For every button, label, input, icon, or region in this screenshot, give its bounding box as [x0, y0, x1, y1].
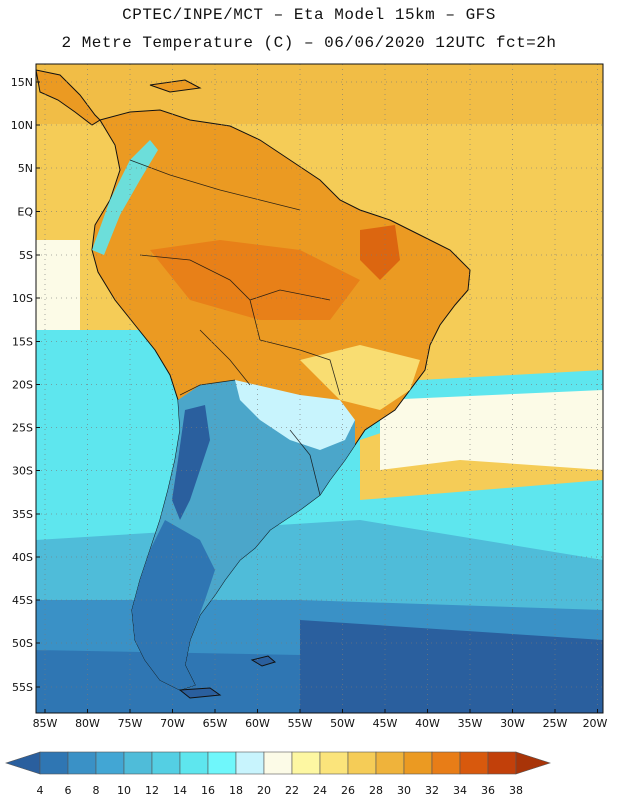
caribbean-island [149, 79, 202, 93]
legend-swatch [403, 751, 433, 775]
legend-arrow-high [515, 751, 551, 775]
lon-label: 55W [288, 717, 313, 730]
legend-swatches [5, 751, 551, 775]
lon-label: 60W [245, 717, 270, 730]
lon-label: 70W [160, 717, 185, 730]
legend-value: 38 [509, 784, 523, 797]
legend-value: 14 [173, 784, 187, 797]
legend-value: 6 [65, 784, 72, 797]
lat-label: 50S [12, 637, 33, 650]
land-south-brazil-light [235, 380, 355, 450]
lat-ticks [36, 81, 40, 688]
andes-cold [172, 405, 210, 520]
lon-label: 20W [583, 717, 608, 730]
lon-label: 80W [75, 717, 100, 730]
legend-labels: 4 6 8 10 12 14 16 18 20 22 24 26 28 30 32 34 36 38 [37, 784, 524, 797]
legend-swatch [235, 751, 265, 775]
legend-value: 8 [93, 784, 100, 797]
legend-swatch [263, 751, 293, 775]
lon-label: 65W [203, 717, 228, 730]
lat-labels: 15N 10N 5N EQ 5S 10S 15S 20S 25S 30S 35S… [11, 76, 34, 694]
lat-label: 15S [12, 336, 33, 349]
legend-swatch [291, 751, 321, 775]
legend-swatch [67, 751, 97, 775]
legend-swatch [375, 751, 405, 775]
legend-swatch [207, 751, 237, 775]
graticule [36, 64, 603, 713]
legend-value: 20 [257, 784, 271, 797]
lon-label: 25W [543, 717, 568, 730]
legend-swatch [431, 751, 461, 775]
lat-label: 55S [12, 681, 33, 694]
legend-swatch [123, 751, 153, 775]
country-borders [129, 159, 341, 496]
legend-value: 22 [285, 784, 299, 797]
legend-value: 18 [229, 784, 243, 797]
lon-label: 85W [33, 717, 58, 730]
legend-value: 30 [397, 784, 411, 797]
lat-label: 30S [12, 465, 33, 478]
falkland-islands [250, 655, 277, 667]
central-america [36, 69, 101, 126]
lon-labels: 85W 80W 75W 70W 65W 60W 55W 50W 45W 40W … [33, 717, 608, 730]
lat-label: 35S [12, 508, 33, 521]
lon-label: 75W [118, 717, 143, 730]
chart-title-line1: CPTEC/INPE/MCT – Eta Model 15km – GFS [122, 6, 496, 24]
legend-swatch [319, 751, 349, 775]
lon-label: 35W [458, 717, 483, 730]
lat-label: 45S [12, 594, 33, 607]
legend-value: 4 [37, 784, 44, 797]
legend-swatch [487, 751, 517, 775]
land-patagonia-cold [132, 520, 215, 690]
legend-value: 10 [117, 784, 131, 797]
legend-swatch [39, 751, 69, 775]
lon-label: 40W [415, 717, 440, 730]
color-legend: 4 6 8 10 12 14 16 18 20 22 24 26 28 30 32 34 36 38 [5, 751, 551, 797]
temperature-map: 15N 10N 5N EQ 5S 10S 15S 20S 25S 30S 35S… [11, 63, 608, 730]
legend-value: 26 [341, 784, 355, 797]
legend-swatch [179, 751, 209, 775]
lat-label: 10N [11, 119, 33, 132]
tierra-del-fuego [178, 687, 222, 699]
ocean-pacific-mild [36, 240, 80, 330]
lat-label: EQ [17, 206, 33, 219]
lat-label: 10S [12, 292, 33, 305]
lon-label: 45W [373, 717, 398, 730]
andes-north-cool [92, 140, 158, 255]
legend-swatch [347, 751, 377, 775]
legend-value: 28 [369, 784, 383, 797]
chart-title-line2: 2 Metre Temperature (C) – 06/06/2020 12U… [61, 34, 557, 52]
ocean-coldest [300, 620, 603, 713]
lat-label: 5N [18, 162, 33, 175]
legend-swatch [95, 751, 125, 775]
legend-value: 16 [201, 784, 215, 797]
lat-label: 40S [12, 551, 33, 564]
lat-label: 5S [19, 249, 33, 262]
legend-value: 12 [145, 784, 159, 797]
legend-value: 24 [313, 784, 327, 797]
ocean-atlantic-mild [380, 390, 603, 470]
lat-label: 25S [12, 422, 33, 435]
lat-label: 15N [11, 76, 33, 89]
map-frame [35, 63, 604, 714]
legend-arrow-low [5, 751, 41, 775]
northeast-hot [360, 225, 400, 280]
amazon-hot [150, 240, 360, 320]
lon-label: 30W [500, 717, 525, 730]
legend-value: 32 [425, 784, 439, 797]
lon-label: 50W [330, 717, 355, 730]
map-field [36, 64, 603, 713]
lon-ticks [44, 709, 598, 713]
legend-value: 36 [481, 784, 495, 797]
legend-swatch [459, 751, 489, 775]
legend-value: 34 [453, 784, 467, 797]
legend-swatch [151, 751, 181, 775]
lat-label: 20S [12, 379, 33, 392]
